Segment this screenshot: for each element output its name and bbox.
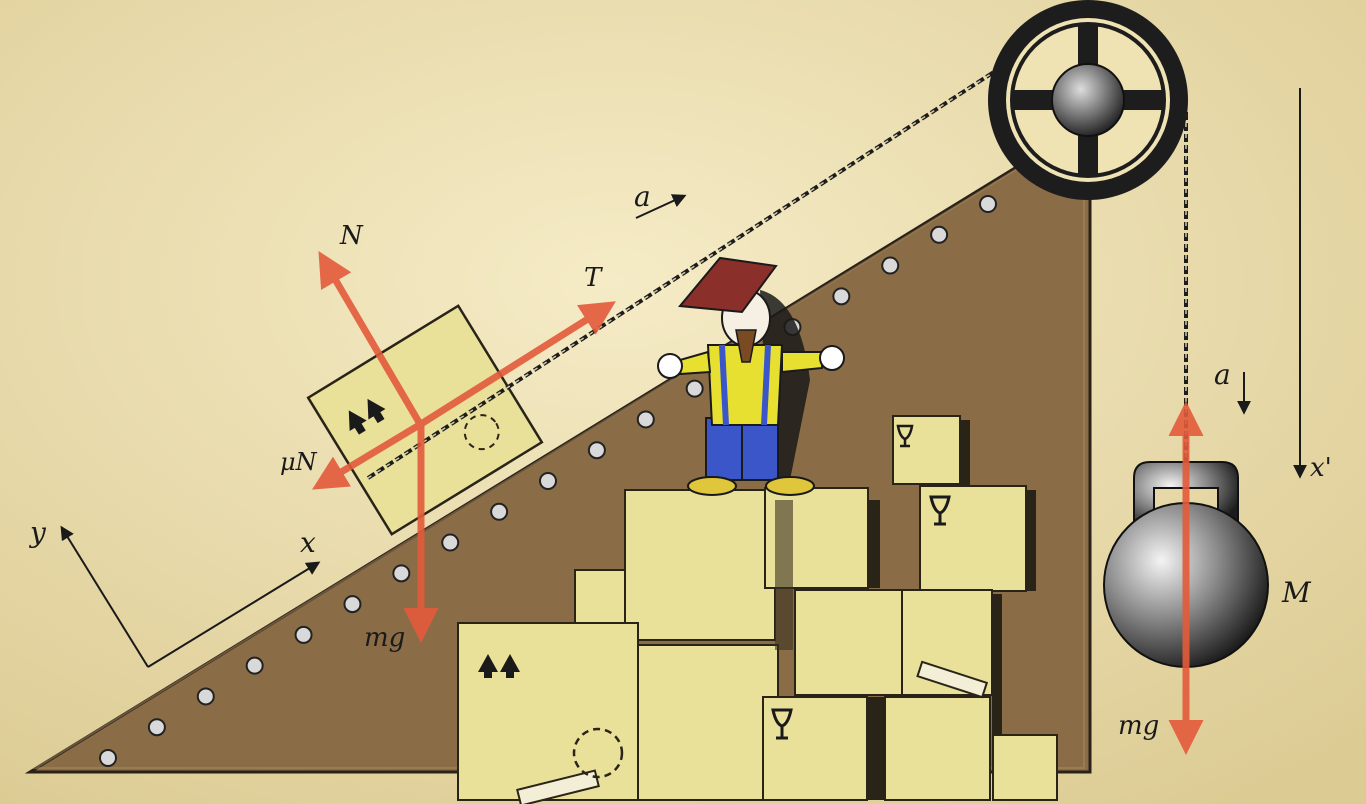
rivet (587, 441, 606, 460)
rivet (930, 225, 949, 244)
normal-force-arrow (318, 250, 424, 426)
up-arrows-icon (348, 398, 386, 435)
box-stack (457, 415, 1058, 804)
acceleration-arrows (635, 88, 1307, 479)
fragile-glass-icon (896, 424, 914, 448)
weight-acceleration-label: a (1214, 358, 1231, 391)
pulley (988, 0, 1188, 200)
rivet (881, 256, 900, 275)
rivet (343, 595, 362, 614)
rivet (832, 287, 851, 306)
hanging-mass-label: M (1281, 576, 1312, 609)
block-acceleration-label: a (634, 180, 651, 213)
rivet (636, 410, 655, 429)
axis-x-prime-label: x' (1310, 453, 1332, 483)
rivet (245, 656, 264, 675)
coordinate-axes: y x (28, 516, 321, 668)
normal-force-label: N (339, 221, 364, 251)
fragile-glass-icon (771, 708, 793, 740)
block-weight-label: mg (364, 623, 405, 653)
force-arrows (312, 250, 1204, 755)
up-arrows-icon (478, 654, 520, 678)
rivet (147, 718, 166, 737)
friction-arrow (312, 421, 423, 490)
rivet (99, 749, 117, 767)
rivet (979, 195, 997, 213)
axis-y-label: y (28, 516, 47, 549)
tension-label: T (584, 263, 603, 293)
rivet (490, 502, 509, 521)
hanging-weight-label: mg (1118, 711, 1159, 741)
tension-arrow (419, 301, 616, 427)
rivet (196, 687, 215, 706)
axis-x-label: x (300, 526, 316, 559)
rivet (441, 533, 460, 552)
fragile-glass-icon (929, 495, 951, 526)
rivet (539, 472, 557, 490)
rivet (392, 564, 411, 583)
professor-character (657, 256, 845, 496)
rivet (685, 379, 704, 398)
rivet (294, 625, 313, 644)
friction-label: μN (280, 448, 318, 476)
